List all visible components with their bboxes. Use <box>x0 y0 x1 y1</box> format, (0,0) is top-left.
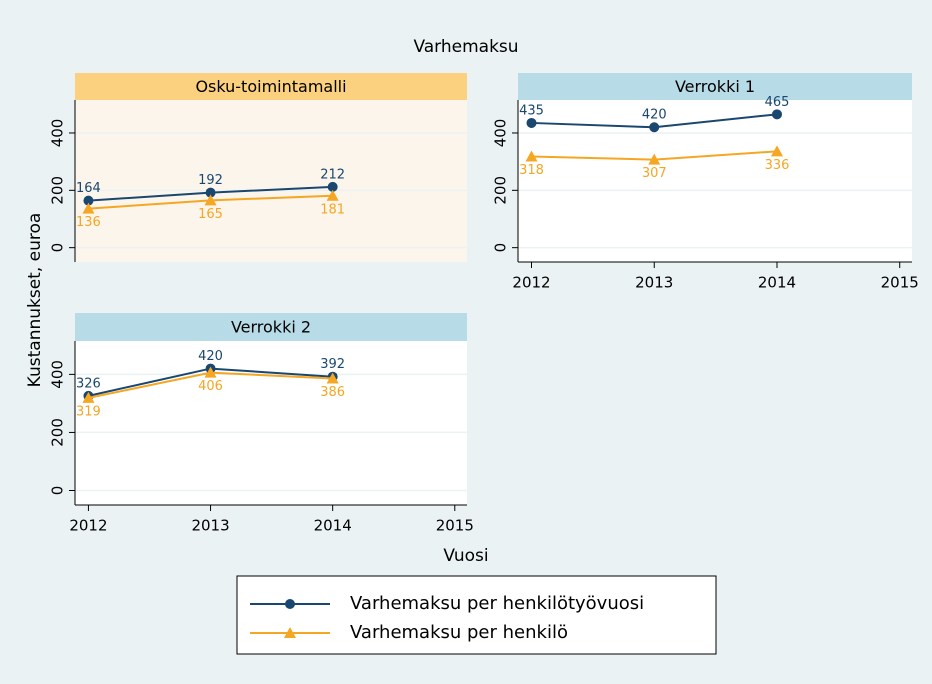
legend <box>236 575 717 655</box>
x-tick-label: 2014 <box>758 274 796 292</box>
data-point <box>526 117 537 128</box>
y-tick-label: 400 <box>49 360 67 389</box>
data-label: 420 <box>198 349 223 364</box>
panel-title: Verrokki 1 <box>675 77 755 96</box>
data-label: 181 <box>320 202 345 217</box>
x-tick-label: 2015 <box>881 274 919 292</box>
panel-title: Verrokki 2 <box>231 318 311 337</box>
x-tick-label: 2013 <box>635 274 673 292</box>
data-label: 212 <box>320 167 345 182</box>
y-tick-label: 0 <box>49 243 67 253</box>
data-point <box>327 181 338 192</box>
data-label: 318 <box>519 163 544 178</box>
data-point <box>83 195 94 206</box>
y-tick-label: 0 <box>492 243 510 253</box>
panel-header <box>518 73 912 100</box>
legend-label: Varhemaksu per henkilötyövuosi <box>350 593 644 614</box>
data-label: 406 <box>198 379 223 394</box>
data-point <box>648 153 661 165</box>
chart-title: Varhemaksu <box>413 37 518 57</box>
data-label: 386 <box>320 385 345 400</box>
data-point <box>204 366 217 378</box>
legend-label: Varhemaksu per henkilö <box>350 622 568 643</box>
y-tick-label: 200 <box>49 176 67 205</box>
legend-marker <box>285 599 295 609</box>
panel-header <box>75 313 467 341</box>
y-tick-label: 0 <box>49 486 67 496</box>
panel-header <box>75 73 467 100</box>
y-tick-label: 400 <box>49 119 67 148</box>
data-point <box>525 150 538 162</box>
data-point <box>326 189 339 201</box>
data-point <box>82 391 95 403</box>
data-point <box>649 122 660 133</box>
x-tick-label: 2015 <box>436 517 474 535</box>
data-label: 326 <box>76 376 101 391</box>
y-tick-label: 200 <box>49 418 67 447</box>
data-point <box>205 187 216 198</box>
data-label: 392 <box>320 357 345 372</box>
y-axis-label: Kustannukset, euroa <box>25 213 45 388</box>
data-point <box>771 109 782 120</box>
data-point <box>204 194 217 206</box>
legend-marker <box>284 627 296 638</box>
plot-area <box>518 100 912 262</box>
data-label: 435 <box>519 103 544 118</box>
data-label: 420 <box>642 108 667 123</box>
plot-area <box>75 100 467 262</box>
data-label: 192 <box>198 173 223 188</box>
data-point <box>82 202 95 214</box>
data-label: 136 <box>76 215 101 230</box>
x-tick-label: 2012 <box>512 274 550 292</box>
plot-area <box>75 341 467 505</box>
x-tick-label: 2012 <box>69 517 107 535</box>
data-label: 465 <box>765 95 790 110</box>
y-tick-label: 200 <box>492 176 510 205</box>
data-label: 165 <box>198 207 223 222</box>
x-axis-label: Vuosi <box>443 546 488 566</box>
data-label: 164 <box>76 181 101 196</box>
x-tick-label: 2014 <box>314 517 352 535</box>
data-label: 307 <box>642 166 667 181</box>
data-label: 319 <box>76 404 101 419</box>
x-tick-label: 2013 <box>191 517 229 535</box>
panel-title: Osku-toimintamalli <box>195 77 346 96</box>
data-point <box>326 372 339 384</box>
data-point <box>770 145 783 157</box>
data-label: 336 <box>765 158 790 173</box>
y-tick-label: 400 <box>492 119 510 148</box>
